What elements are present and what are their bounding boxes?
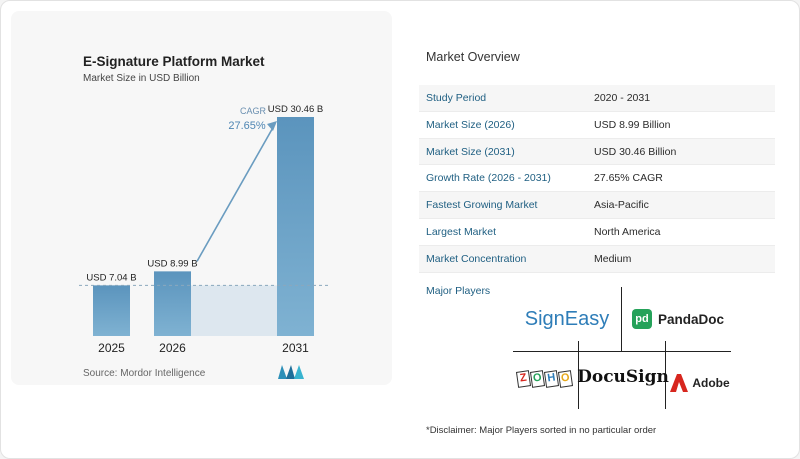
signeasy-logo-text: SignEasy: [524, 307, 610, 330]
major-players-label: Major Players: [426, 285, 491, 297]
overview-value: Medium: [594, 252, 632, 265]
cagr-arrow-head: [267, 121, 277, 131]
pandadoc-logo-text: PandaDoc: [657, 311, 725, 327]
chart-title: E-Signature Platform Market: [83, 54, 265, 69]
overview-label: Fastest Growing Market: [426, 199, 538, 212]
pandadoc-icon: pd: [631, 309, 652, 329]
overview-label: Market Size (2026): [426, 118, 515, 131]
adobe-icon: [670, 374, 689, 392]
data-label-2031: USD 30.46 B: [268, 104, 323, 115]
bar-2026: [154, 271, 191, 336]
pandadoc-logo: pd PandaDoc: [623, 298, 733, 340]
mordor-logo-icon: [278, 365, 304, 379]
signeasy-logo: SignEasy: [513, 298, 621, 340]
overview-value: USD 8.99 Billion: [594, 118, 671, 131]
overview-row: Market Size (2031) USD 30.46 Billion: [419, 138, 775, 166]
overview-value: 2020 - 2031: [594, 92, 651, 104]
zoho-logo: Z O H O: [513, 361, 575, 397]
zoho-letter: O: [557, 370, 573, 388]
overview-row: Market Size (2026) USD 8.99 Billion: [419, 112, 775, 139]
x-tick-2025: 2025: [98, 341, 125, 355]
overview-label: Market Concentration: [426, 252, 527, 265]
chart-source: Source: Mordor Intelligence: [83, 368, 206, 379]
bar-2031: [277, 117, 314, 336]
x-tick-2026: 2026: [159, 341, 186, 355]
overview-value: North America: [594, 225, 661, 238]
overview-row: Largest Market North America: [419, 219, 775, 246]
adobe-logo-text: Adobe: [692, 376, 730, 390]
adobe-logo: Adobe: [668, 365, 732, 401]
overview-row: Market Concentration Medium: [419, 245, 775, 273]
bar-chart: USD 7.04 B USD 8.99 B USD 30.46 B 2025 2026 2…: [79, 104, 331, 355]
cagr-label: CAGR: [240, 106, 267, 116]
overview-label: Study Period: [426, 92, 487, 104]
growth-band: [191, 285, 277, 336]
overview-label: Largest Market: [426, 225, 497, 238]
overview-label: Growth Rate (2026 - 2031): [426, 172, 551, 185]
bar-2025: [93, 285, 130, 336]
market-overview-title: Market Overview: [426, 50, 520, 64]
zoho-letter: H: [543, 370, 559, 388]
cagr-arrow: [196, 123, 276, 262]
logo-divider: [578, 341, 579, 409]
logo-divider: [665, 341, 666, 409]
overview-row: Fastest Growing Market Asia-Pacific: [419, 192, 775, 219]
x-tick-2031: 2031: [282, 341, 309, 355]
overview-row: Study Period 2020 - 2031: [419, 85, 775, 112]
overview-value: Asia-Pacific: [594, 199, 649, 212]
logo-divider: [513, 351, 731, 352]
cagr-value: 27.65%: [228, 120, 266, 132]
zoho-letter: O: [529, 370, 545, 388]
chart-subtitle: Market Size in USD Billion: [83, 73, 200, 84]
zoho-letter: Z: [515, 370, 531, 388]
logo-divider: [621, 287, 622, 351]
data-label-2026: USD 8.99 B: [147, 258, 197, 269]
overview-value: 27.65% CAGR: [594, 172, 663, 185]
data-label-2025: USD 7.04 B: [86, 272, 136, 283]
disclaimer: *Disclaimer: Major Players sorted in no …: [426, 425, 657, 436]
docusign-logo-text: DocuSign: [577, 367, 669, 387]
docusign-logo: DocuSign: [577, 357, 669, 397]
overview-value: USD 30.46 Billion: [594, 145, 677, 158]
market-overview-table: Study Period 2020 - 2031 Market Size (20…: [419, 85, 775, 273]
overview-label: Market Size (2031): [426, 145, 515, 158]
overview-row: Growth Rate (2026 - 2031) 27.65% CAGR: [419, 165, 775, 193]
